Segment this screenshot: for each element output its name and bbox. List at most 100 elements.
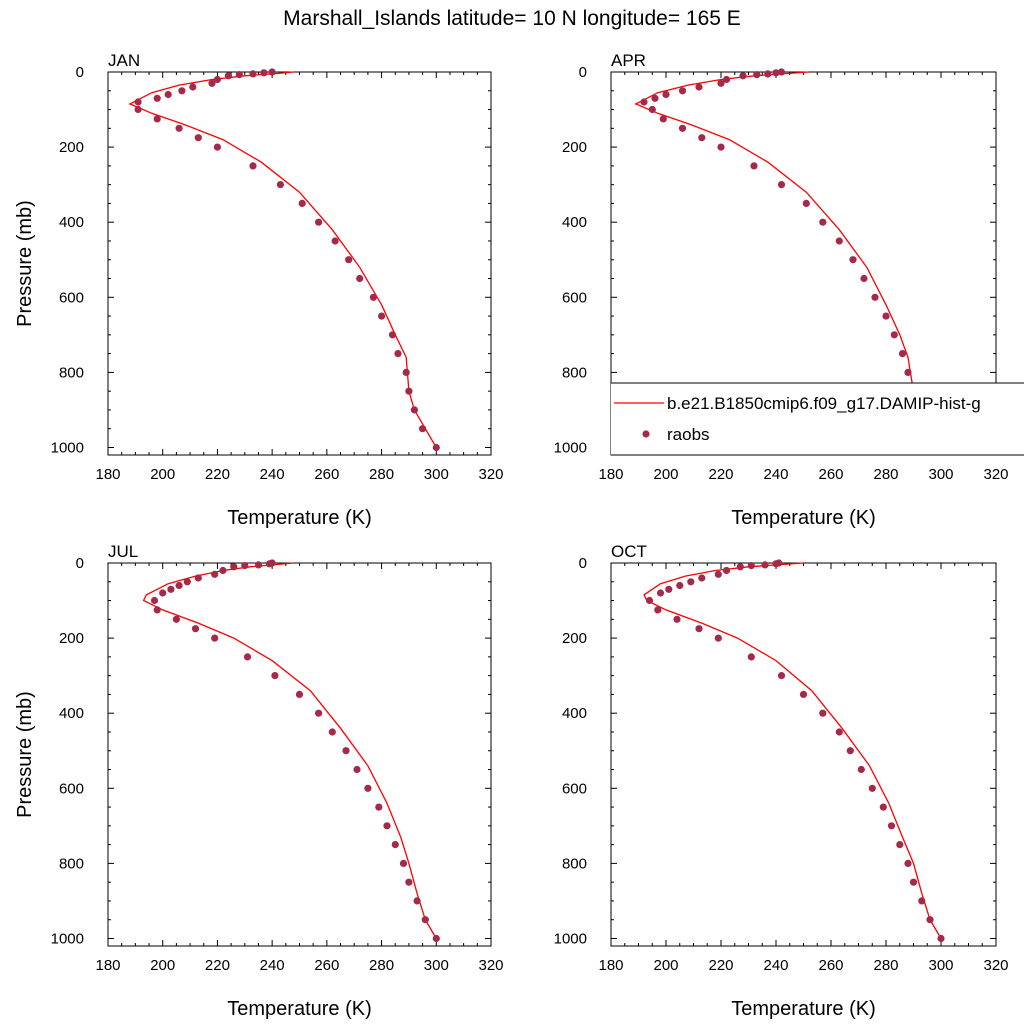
raobs-point	[342, 747, 350, 755]
raobs-markers	[645, 559, 945, 943]
y-tick-label: 800	[59, 855, 84, 872]
raobs-point	[747, 562, 755, 570]
raobs-point	[331, 237, 339, 245]
raobs-point	[761, 561, 769, 569]
raobs-point	[926, 916, 934, 924]
raobs-point	[819, 218, 827, 226]
raobs-point	[860, 274, 868, 283]
raobs-point	[249, 70, 257, 78]
raobs-point	[432, 443, 440, 452]
y-tick-label: 400	[562, 705, 587, 722]
x-tick-label: 320	[983, 957, 1008, 974]
raobs-point	[753, 71, 761, 79]
raobs-point	[868, 784, 876, 792]
x-tick-label: 260	[314, 466, 339, 483]
raobs-point	[645, 596, 654, 605]
x-tick-label: 280	[369, 466, 394, 483]
raobs-point	[750, 162, 758, 170]
raobs-point	[172, 615, 180, 623]
plot-frame	[610, 562, 997, 947]
x-tick-label: 260	[818, 957, 843, 974]
raobs-point	[887, 822, 896, 830]
raobs-point	[698, 574, 706, 582]
raobs-point	[659, 115, 667, 123]
raobs-point	[835, 237, 843, 245]
panels: JAN 180 200 220 240 260 280 300 320 0 200 400 600 800…	[14, 51, 1009, 1020]
raobs-point	[695, 83, 703, 91]
x-tick-label: 260	[314, 957, 339, 974]
panel-title: JAN	[108, 51, 140, 70]
y-tick-label: 200	[562, 139, 587, 156]
raobs-point	[375, 803, 383, 811]
legend: b.e21.B1850cmip6.f09_g17.DAMIP-hist-grao…	[611, 382, 1024, 456]
raobs-point	[219, 566, 227, 575]
y-tick-label: 1000	[51, 930, 84, 947]
raobs-point	[153, 115, 161, 123]
x-tick-label: 180	[598, 466, 623, 483]
raobs-point	[405, 387, 413, 395]
y-tick-label: 800	[562, 364, 587, 381]
legend-box	[611, 383, 1024, 455]
raobs-point	[328, 728, 336, 736]
raobs-point	[213, 75, 221, 84]
raobs-point	[159, 589, 167, 597]
raobs-point	[315, 218, 323, 226]
raobs-point	[295, 690, 304, 699]
x-tick-label: 180	[598, 957, 623, 974]
x-tick-label: 200	[653, 957, 678, 974]
y-tick-label: 400	[59, 214, 84, 231]
x-tick-label: 180	[95, 957, 120, 974]
raobs-point	[268, 68, 276, 76]
raobs-point	[698, 134, 706, 142]
raobs-point	[260, 69, 268, 77]
raobs-point	[134, 105, 142, 114]
raobs-point	[846, 747, 854, 755]
raobs-point	[364, 784, 372, 792]
x-axis-label: Temperature (K)	[731, 998, 876, 1020]
y-tick-label: 0	[579, 555, 587, 572]
raobs-point	[764, 70, 772, 78]
raobs-point	[777, 181, 786, 189]
x-tick-label: 300	[928, 957, 953, 974]
x-tick-label: 200	[653, 466, 678, 483]
raobs-point	[857, 765, 865, 774]
raobs-point	[937, 934, 945, 943]
raobs-point	[871, 293, 879, 301]
y-tick-label: 1000	[554, 930, 587, 947]
x-tick-label: 220	[708, 466, 733, 483]
raobs-point	[191, 625, 200, 633]
y-tick-label: 400	[562, 214, 587, 231]
raobs-point	[254, 561, 263, 569]
raobs-point	[175, 124, 183, 132]
model-series-line	[128, 71, 437, 448]
plot-frame	[107, 562, 492, 947]
panel-title: OCT	[611, 542, 647, 561]
raobs-point	[739, 72, 747, 80]
x-tick-label: 300	[424, 466, 449, 483]
raobs-point	[419, 425, 427, 433]
raobs-point	[695, 625, 703, 633]
x-tick-label: 180	[95, 466, 120, 483]
raobs-point	[402, 368, 410, 376]
raobs-point	[345, 256, 353, 264]
x-tick-label: 300	[424, 957, 449, 974]
raobs-point	[640, 98, 648, 106]
raobs-point	[249, 162, 257, 170]
raobs-point	[153, 606, 161, 614]
raobs-point	[714, 570, 722, 578]
x-tick-label: 320	[478, 466, 503, 483]
x-tick-label: 220	[205, 957, 230, 974]
raobs-point	[194, 574, 202, 582]
raobs-point	[714, 634, 722, 642]
panel-jan: JAN 180 200 220 240 260 280 300 320 0 200 400 600 800…	[14, 51, 504, 529]
raobs-point	[819, 709, 827, 717]
raobs-point	[356, 274, 364, 283]
raobs-point	[890, 331, 898, 339]
x-tick-label: 220	[708, 957, 733, 974]
raobs-point	[178, 87, 186, 95]
y-tick-label: 0	[579, 64, 587, 81]
raobs-point	[153, 94, 161, 102]
raobs-point	[678, 87, 687, 95]
x-tick-label: 240	[260, 957, 285, 974]
raobs-point	[194, 134, 202, 142]
